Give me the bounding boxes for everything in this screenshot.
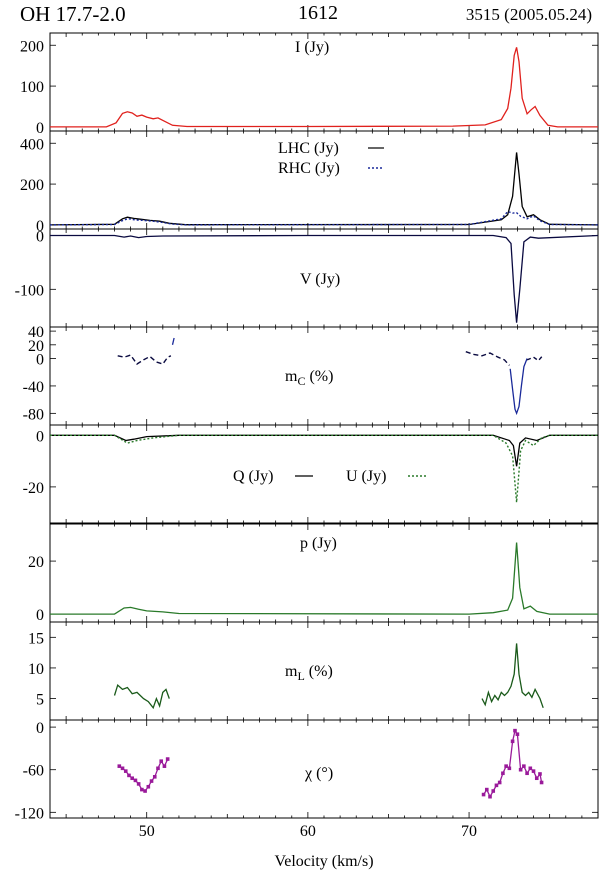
y-tick-label-mC: -80: [23, 406, 44, 423]
data-point-chi: [513, 728, 517, 733]
data-point-chi: [518, 767, 523, 772]
x-axis-label: Velocity (km/s): [274, 853, 373, 870]
y-tick-label-mC: 0: [36, 352, 44, 369]
series-line-mC-0: [117, 354, 172, 365]
data-point-chi: [491, 789, 496, 793]
y-tick-label-mL: 10: [28, 661, 44, 678]
data-point-chi: [130, 776, 134, 781]
panel-label2-LR: RHC (Jy): [278, 160, 340, 177]
y-tick-label-mL: 5: [36, 692, 44, 709]
data-point-chi: [140, 787, 144, 792]
y-tick-label-chi: -120: [15, 805, 44, 822]
frequency-title: 1612: [298, 2, 338, 24]
panel-label-V: V (Jy): [300, 271, 340, 288]
data-point-chi: [159, 759, 164, 763]
data-point-chi: [538, 772, 542, 776]
y-tick-label-I: 0: [36, 120, 44, 137]
data-point-chi: [149, 779, 154, 783]
panel-label-LR: LHC (Jy): [278, 140, 339, 157]
series-line-QU-1: [50, 434, 598, 503]
series-line-LR-1: [50, 210, 598, 226]
y-tick-label-V: -100: [15, 282, 44, 299]
y-tick-label-p: 0: [36, 607, 44, 624]
data-point-chi: [156, 766, 160, 771]
y-tick-label-QU: 0: [36, 428, 44, 445]
series-line-mC-1: [171, 337, 175, 345]
y-tick-label-mC: 40: [28, 324, 44, 341]
x-tick-label: 50: [139, 823, 155, 840]
data-point-chi: [534, 776, 539, 781]
object-title: OH 17.7-2.0: [20, 2, 126, 26]
y-tick-label-p: 20: [28, 554, 44, 571]
x-tick-label: 70: [461, 823, 477, 840]
y-tick-label-mC: -40: [23, 379, 44, 396]
data-point-chi: [481, 792, 486, 797]
series-line-mC-2: [465, 351, 510, 366]
data-point-chi: [162, 764, 167, 768]
data-point-chi: [539, 780, 544, 785]
data-point-chi: [522, 764, 526, 768]
series-line-mL-1: [481, 643, 544, 709]
series-line-I-0: [50, 47, 598, 128]
panel-label2-QU: U (Jy): [346, 468, 386, 485]
series-line-p-0: [50, 542, 598, 615]
y-tick-label-mL: 15: [28, 630, 44, 647]
data-point-chi: [146, 784, 151, 789]
series-line-chi-0: [118, 758, 169, 792]
data-point-chi: [143, 789, 147, 793]
panel-label-mL: mL (%): [285, 663, 333, 683]
y-tick-label-QU: -20: [23, 480, 44, 497]
series-line-mC-3: [509, 358, 528, 416]
data-point-chi: [484, 787, 489, 792]
data-point-chi: [127, 773, 131, 778]
series-line-mC-4: [526, 354, 544, 362]
data-point-chi: [510, 739, 515, 744]
observation-title: 3515 (2005.05.24): [465, 5, 592, 24]
y-tick-label-LR: 200: [20, 177, 44, 194]
data-point-chi: [528, 766, 533, 771]
y-tick-label-LR: 0: [36, 218, 44, 235]
y-tick-label-V: 0: [36, 228, 44, 245]
y-tick-label-LR: 400: [20, 136, 44, 153]
data-point-chi: [488, 794, 492, 799]
data-point-chi: [501, 771, 505, 776]
series-line-QU-0: [50, 434, 598, 467]
data-point-chi: [117, 764, 122, 768]
data-point-chi: [123, 769, 128, 773]
panel-label-I: I (Jy): [295, 39, 329, 56]
data-point-chi: [515, 732, 520, 737]
data-point-chi: [136, 782, 141, 786]
y-tick-label-I: 100: [20, 79, 44, 96]
data-point-chi: [507, 766, 512, 771]
panel-label-mC: mC (%): [285, 368, 333, 388]
data-point-chi: [494, 783, 499, 788]
panel-label-p: p (Jy): [300, 535, 337, 552]
data-point-chi: [525, 771, 529, 776]
data-point-chi: [152, 775, 157, 779]
series-line-mL-0: [113, 683, 170, 710]
y-tick-label-chi: -60: [23, 763, 44, 780]
series-line-V-0: [50, 234, 598, 323]
data-point-chi: [497, 780, 502, 785]
y-tick-label-I: 200: [20, 38, 44, 55]
panel-label-chi: χ (°): [304, 765, 333, 782]
data-point-chi: [120, 766, 125, 771]
data-point-chi: [531, 769, 536, 773]
y-tick-label-mC: 20: [28, 338, 44, 355]
x-tick-label: 60: [300, 823, 316, 840]
data-point-chi: [504, 764, 508, 768]
data-point-chi: [133, 778, 138, 783]
data-point-chi: [165, 757, 170, 761]
panel-label-QU: Q (Jy): [233, 468, 273, 485]
y-tick-label-chi: 0: [36, 720, 44, 737]
